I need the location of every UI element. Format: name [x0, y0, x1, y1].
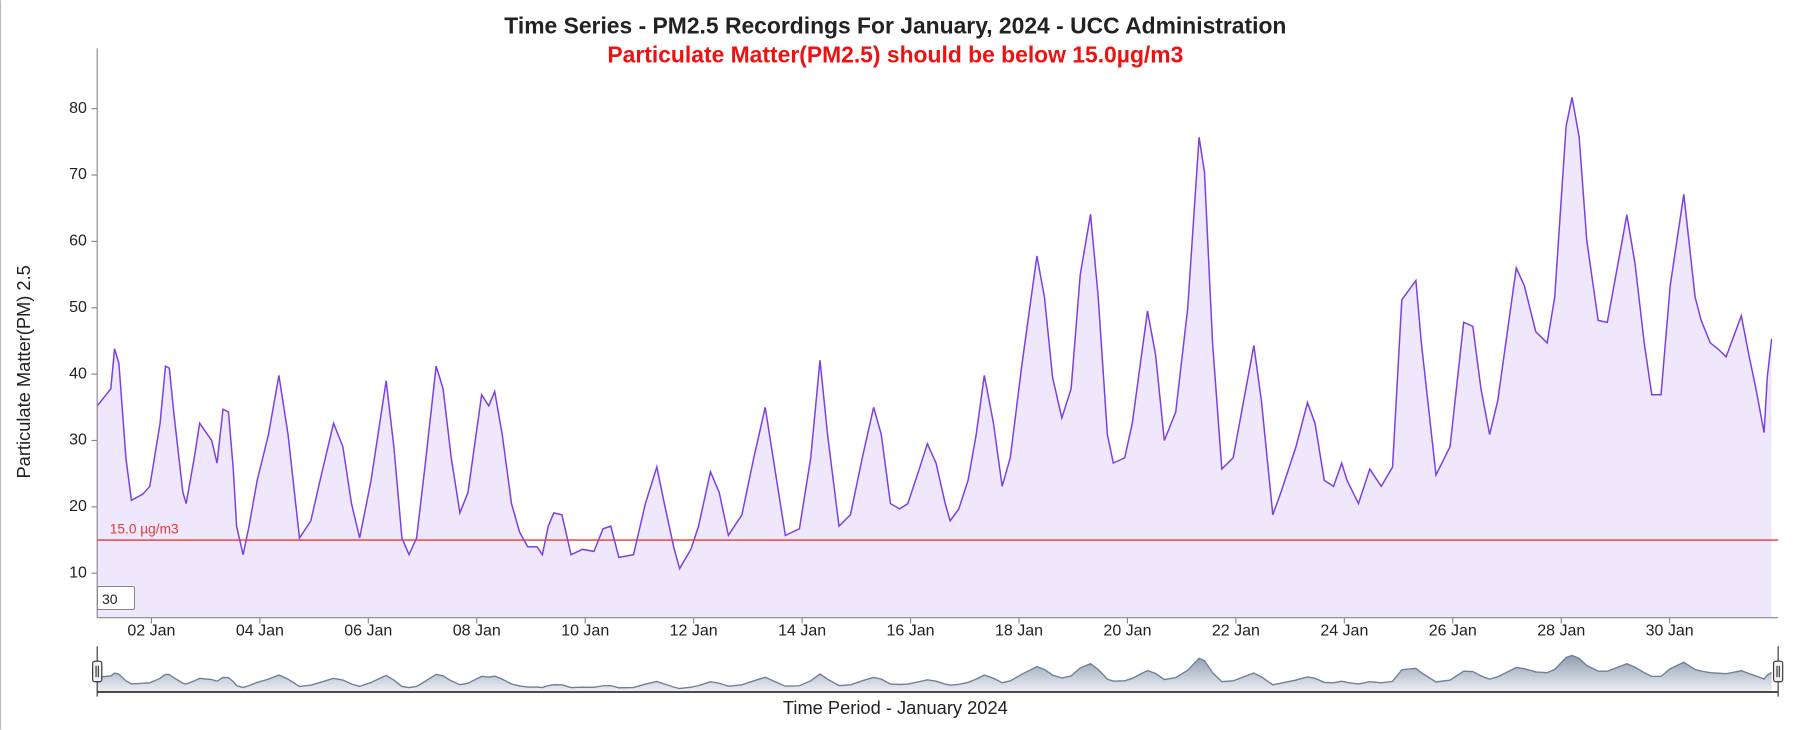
x-tick-label: 30 Jan	[1646, 623, 1694, 640]
area-fill	[97, 97, 1772, 618]
x-tick-label: 20 Jan	[1103, 623, 1151, 640]
navigator-line	[97, 654, 1772, 690]
y-tick-label: 50	[69, 299, 87, 316]
navigator-area	[97, 655, 1772, 693]
period-input[interactable]: 30	[97, 586, 135, 610]
x-tick-label: 08 Jan	[453, 623, 501, 640]
y-tick-label: 10	[69, 564, 87, 581]
chart-title: Time Series - PM2.5 Recordings For Janua…	[504, 13, 1286, 39]
x-tick-label: 18 Jan	[995, 623, 1043, 640]
x-tick-label: 14 Jan	[778, 623, 826, 640]
threshold-label: 15.0 µg/m3	[110, 521, 179, 536]
y-tick-label: 20	[69, 498, 87, 515]
y-tick-label: 30	[69, 432, 87, 449]
x-tick-label: 10 Jan	[561, 623, 609, 640]
x-tick-label: 12 Jan	[670, 623, 718, 640]
y-axis-label: Particulate Matter(PM) 2.5	[13, 265, 34, 478]
x-tick-label: 22 Jan	[1212, 623, 1260, 640]
x-tick-label: 26 Jan	[1429, 623, 1477, 640]
x-tick-label: 06 Jan	[344, 623, 392, 640]
x-tick-label: 02 Jan	[127, 623, 175, 640]
x-tick-label: 16 Jan	[887, 623, 935, 640]
y-tick-label: 60	[69, 233, 87, 250]
y-tick-label: 70	[69, 166, 87, 183]
x-tick-label: 04 Jan	[236, 623, 284, 640]
x-axis-label: Time Period - January 2024	[783, 697, 1008, 718]
y-tick-label: 40	[69, 365, 87, 382]
chart-subtitle: Particulate Matter(PM2.5) should be belo…	[607, 41, 1183, 67]
series-line	[96, 97, 1773, 571]
navigator-handle[interactable]	[1772, 660, 1784, 683]
x-tick-label: 24 Jan	[1320, 623, 1368, 640]
y-tick-label: 80	[69, 100, 87, 117]
navigator-handle[interactable]	[92, 660, 103, 683]
x-tick-label: 28 Jan	[1537, 623, 1585, 640]
